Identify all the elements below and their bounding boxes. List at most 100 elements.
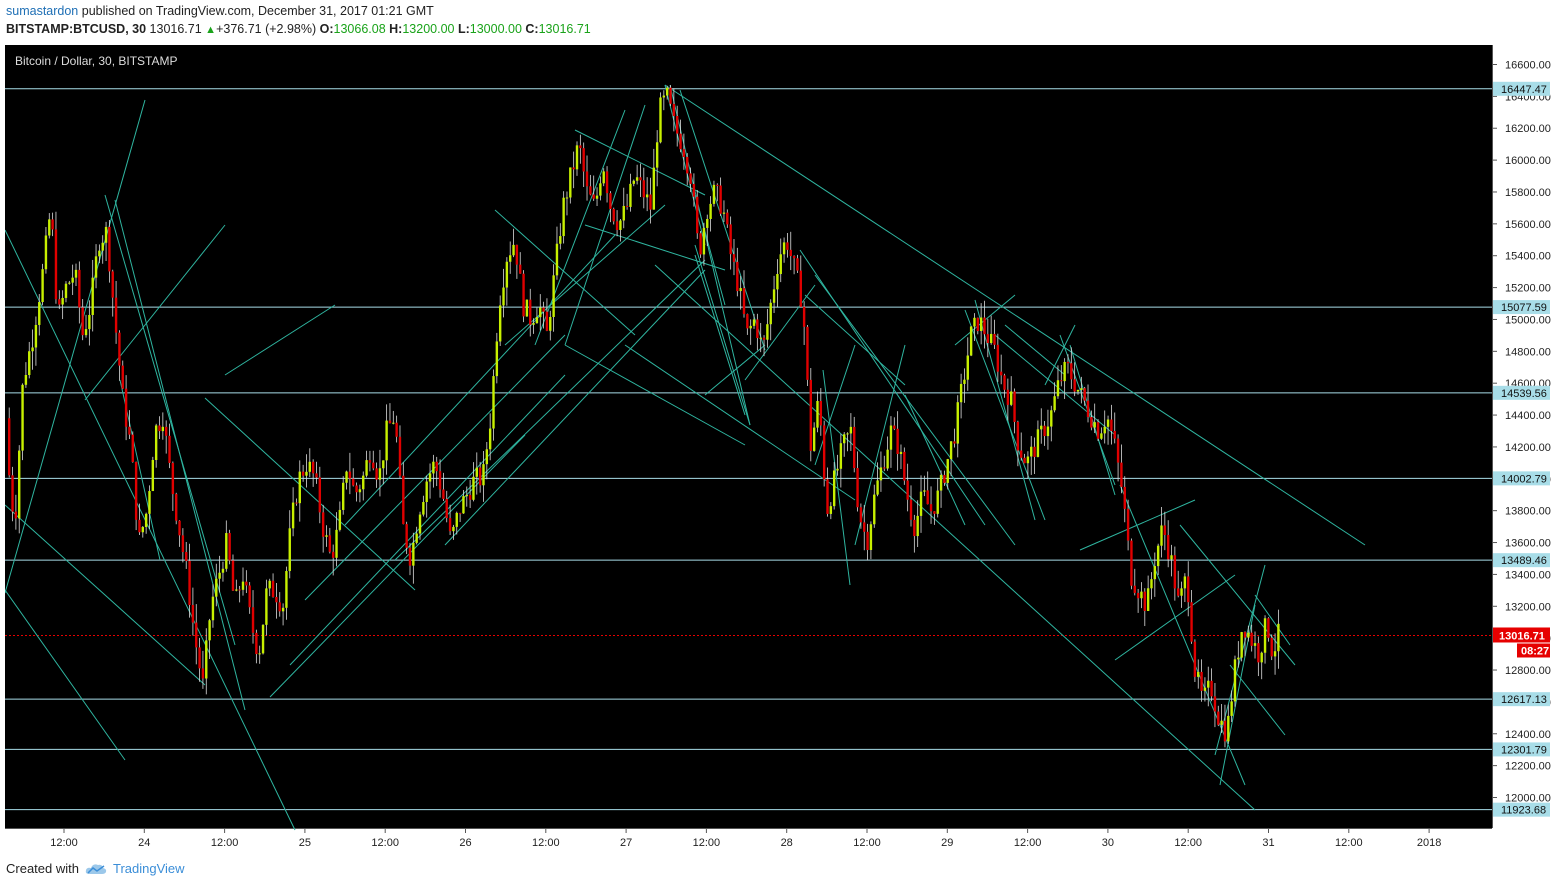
trendline [84, 224, 226, 401]
candle-body [438, 471, 442, 490]
candle-body [405, 524, 408, 548]
candle-body [742, 288, 746, 315]
price-chart[interactable]: 12000.0012200.0012400.0012600.0012800.00… [5, 45, 1551, 853]
candle-body [231, 560, 235, 591]
candle-body [529, 299, 532, 325]
time-tick-label: 12:00 [1335, 837, 1363, 849]
candle-body [1080, 388, 1083, 390]
candle-body [649, 194, 652, 210]
candle-body [762, 337, 766, 340]
level-badge-label: 12301.79 [1501, 744, 1547, 756]
price-tick-label: 12200.00 [1505, 761, 1551, 773]
candle-body [198, 647, 201, 669]
candle-body [395, 422, 398, 437]
candle-body [181, 535, 185, 553]
candle-body [776, 274, 779, 290]
trendline [1229, 664, 1286, 736]
candle-body [843, 434, 846, 444]
candle-body [1267, 618, 1270, 638]
trendline [444, 269, 706, 546]
trendline [1004, 324, 1066, 376]
candle-body [682, 149, 686, 157]
candle-body [812, 427, 816, 451]
candle-body [385, 420, 388, 461]
time-tick-label: 26 [459, 837, 471, 849]
candle-body [1230, 701, 1233, 716]
candle-body [1030, 446, 1033, 457]
candle-body [14, 511, 18, 519]
low-value: 13000.00 [469, 22, 522, 36]
created-with-label: Created with [6, 861, 79, 876]
price-tick-label: 15400.00 [1505, 251, 1551, 263]
trendline [564, 104, 646, 346]
trendline [224, 304, 336, 376]
candle-body [68, 282, 71, 284]
candle-body [425, 481, 428, 503]
candle-body [201, 668, 205, 679]
time-tick-label: 12:00 [1174, 837, 1202, 849]
candle-body [164, 426, 168, 436]
candle-body [1187, 576, 1190, 603]
candle-body [635, 177, 639, 181]
candle-body [158, 425, 161, 432]
candle-body [672, 103, 676, 117]
candle-body [1066, 361, 1070, 364]
candle-body [44, 235, 48, 270]
candle-body [839, 443, 843, 469]
candle-body [1096, 422, 1100, 439]
candle-body [662, 95, 666, 98]
candle-body [185, 552, 188, 561]
candle-body [1160, 525, 1163, 546]
candle-body [1140, 591, 1143, 599]
candle-body [615, 221, 619, 230]
price-tick-label: 12800.00 [1505, 665, 1551, 677]
candle-body [679, 133, 682, 150]
candle-body [949, 441, 953, 460]
candle-body [686, 156, 689, 174]
candles [8, 85, 1280, 748]
candle-body [335, 529, 338, 558]
candle-body [98, 250, 101, 257]
candle-body [1257, 643, 1260, 663]
candle-body [575, 145, 579, 170]
candle-body [365, 460, 368, 476]
candle-body [989, 333, 993, 344]
candle-body [51, 219, 54, 230]
candle-body [1190, 602, 1193, 642]
candle-body [258, 653, 261, 655]
price-tick-label: 13800.00 [1505, 506, 1551, 518]
candle-body [826, 479, 829, 514]
ohlc-bar: BITSTAMP:BTCUSD, 30 13016.71 ▲+376.71 (+… [6, 22, 591, 36]
candle-body [268, 580, 271, 589]
trendline [744, 284, 816, 381]
candle-body [973, 317, 976, 327]
trendline [964, 309, 1046, 521]
candle-body [519, 264, 522, 274]
candle-body [792, 256, 796, 259]
tradingview-link[interactable]: TradingView [112, 861, 185, 876]
price-tick-label: 12400.00 [1505, 729, 1551, 741]
candle-body [1090, 417, 1093, 428]
candle-body [1023, 457, 1026, 464]
candle-body [539, 307, 542, 318]
candle-body [555, 243, 559, 276]
price-tick-label: 13400.00 [1505, 569, 1551, 581]
candle-body [712, 184, 716, 204]
candle-body [535, 317, 539, 324]
candle-body [1110, 419, 1113, 432]
up-arrow-icon: ▲ [205, 24, 217, 36]
candle-body [331, 551, 335, 558]
candle-body [372, 462, 375, 469]
candle-body [1060, 380, 1063, 382]
candle-body [689, 173, 692, 184]
trendline [564, 344, 746, 446]
candle-body [959, 383, 963, 403]
candle-body [559, 236, 562, 244]
candle-body [1100, 433, 1103, 439]
candle-body [278, 602, 281, 612]
candle-body [789, 249, 792, 257]
candle-body [599, 183, 602, 196]
level-badge-label: 12617.13 [1501, 694, 1547, 706]
author-link[interactable]: sumastardon [6, 4, 79, 18]
candle-body [78, 269, 81, 308]
